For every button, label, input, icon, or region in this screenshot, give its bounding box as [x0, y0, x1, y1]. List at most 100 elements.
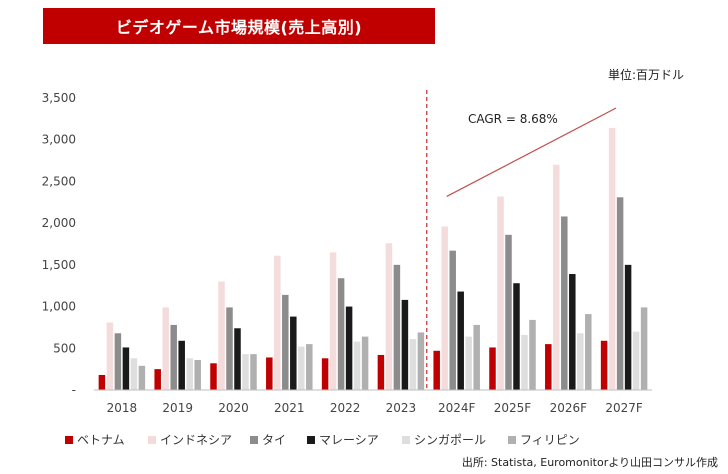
- bar-2027F-1: [600, 340, 608, 390]
- bar-2026F-2: [553, 164, 560, 390]
- bar-2027F-6: [640, 307, 648, 390]
- y-tick-label: 1,500: [42, 258, 76, 272]
- x-tick-label: 2024F: [438, 401, 476, 415]
- bar-2020-3: [226, 307, 233, 390]
- y-tick-label: 1,000: [42, 300, 76, 314]
- bar-2020-1: [210, 363, 217, 390]
- bar-2023-2: [385, 243, 393, 390]
- legend-label: インドネシア: [160, 433, 232, 447]
- bar-2018-6: [138, 365, 146, 390]
- bar-2018-1: [98, 374, 106, 390]
- x-axis: 2018 2019 2020 2021 2022 2023 2024F 2025F 2026F 2…: [94, 389, 652, 415]
- bar-2022-4: [345, 306, 353, 390]
- bar-2023-3: [393, 264, 401, 390]
- legend-swatch: [307, 436, 315, 444]
- bar-2021-5: [298, 346, 305, 390]
- x-tick-label: 2020: [218, 401, 249, 415]
- bar-2025F-1: [489, 347, 496, 390]
- bar-2018-4: [122, 347, 130, 390]
- bar-2026F-6: [585, 314, 592, 390]
- bar-2021-2: [274, 255, 281, 390]
- bar-2021-4: [290, 316, 297, 390]
- bar-2019-4: [178, 340, 185, 390]
- bar-2023-6: [417, 332, 425, 390]
- bar-2027F-5: [632, 331, 640, 390]
- legend: ベトナム インドネシア タイ マレーシア シンガポール フィリピン: [65, 433, 580, 447]
- bar-2018-5: [130, 358, 138, 390]
- y-tick-label: 3,500: [42, 91, 76, 105]
- bar-2019-1: [154, 369, 161, 390]
- cagr-annotation: CAGR = 8.68%: [468, 112, 558, 126]
- y-tick-label: 500: [53, 341, 76, 355]
- legend-label: フィリピン: [520, 433, 580, 447]
- bar-2019-2: [162, 307, 169, 390]
- bar-2020-2: [218, 281, 225, 390]
- bar-2027F-2: [608, 128, 616, 390]
- bar-2026F-4: [569, 274, 576, 390]
- bar-2027F-4: [624, 264, 632, 390]
- bar-2022-2: [329, 252, 337, 390]
- bar-2024F-6: [473, 324, 480, 390]
- y-tick-label: 3,000: [42, 133, 76, 147]
- bar-2025F-2: [497, 196, 504, 390]
- bar-2024F-3: [449, 250, 456, 390]
- bars: [98, 128, 648, 390]
- bar-2020-6: [250, 354, 257, 390]
- legend-swatch: [250, 436, 258, 444]
- x-tick-label: 2018: [107, 401, 138, 415]
- source-note: 出所: Statista, Euromonitorより山田コンサル作成: [461, 456, 718, 469]
- bar-2022-3: [337, 278, 345, 390]
- x-tick-label: 2022: [330, 401, 361, 415]
- legend-label: マレーシア: [319, 433, 379, 447]
- bar-2021-3: [282, 294, 289, 390]
- bar-2023-1: [377, 354, 385, 390]
- y-axis: - 500 1,000 1,500 2,000 2,500 3,000 3,500: [42, 91, 76, 397]
- bar-2022-1: [321, 358, 329, 390]
- bar-2024F-2: [441, 226, 448, 390]
- bar-2021-6: [306, 344, 313, 390]
- legend-label: タイ: [262, 433, 286, 447]
- bar-2018-2: [106, 322, 114, 390]
- cagr-trend-line: [446, 107, 617, 197]
- x-tick-label: 2026F: [550, 401, 588, 415]
- bar-2018-3: [114, 333, 122, 390]
- legend-swatch: [402, 436, 410, 444]
- bar-2020-5: [242, 354, 249, 390]
- x-tick-label: 2027F: [605, 401, 643, 415]
- bar-2019-5: [186, 358, 193, 390]
- bar-2025F-5: [521, 334, 528, 390]
- bar-2019-6: [194, 359, 201, 390]
- bar-2025F-4: [513, 283, 520, 390]
- legend-label: シンガポール: [414, 433, 486, 447]
- bar-2019-3: [170, 324, 177, 390]
- x-tick-label: 2023: [386, 401, 417, 415]
- bar-2022-5: [353, 341, 361, 390]
- bar-2023-4: [401, 299, 409, 390]
- bar-2024F-1: [433, 350, 440, 390]
- bar-2021-1: [266, 357, 273, 390]
- legend-label: ベトナム: [77, 433, 125, 447]
- y-tick-label: -: [72, 383, 76, 397]
- legend-swatch: [148, 436, 156, 444]
- chart-title: ビデオゲーム市場規模(売上高別): [43, 8, 435, 44]
- legend-swatch: [65, 436, 73, 444]
- bar-2026F-5: [577, 333, 584, 390]
- legend-swatch: [508, 436, 516, 444]
- unit-label: 単位:百万ドル: [607, 68, 684, 82]
- bar-2023-5: [409, 339, 417, 390]
- x-tick-label: 2025F: [494, 401, 532, 415]
- bar-2024F-5: [465, 336, 472, 390]
- x-tick-label: 2021: [274, 401, 305, 415]
- bar-2026F-1: [545, 344, 552, 390]
- forecast-overlay: CAGR = 8.68%: [426, 90, 617, 390]
- y-tick-label: 2,000: [42, 216, 76, 230]
- bar-2020-4: [234, 328, 241, 390]
- bar-2025F-6: [529, 319, 536, 390]
- bar-2026F-3: [561, 216, 568, 390]
- y-tick-label: 2,500: [42, 174, 76, 188]
- x-tick-label: 2019: [162, 401, 193, 415]
- bar-2024F-4: [457, 291, 464, 390]
- bar-2027F-3: [616, 197, 624, 390]
- bar-2022-6: [361, 336, 369, 390]
